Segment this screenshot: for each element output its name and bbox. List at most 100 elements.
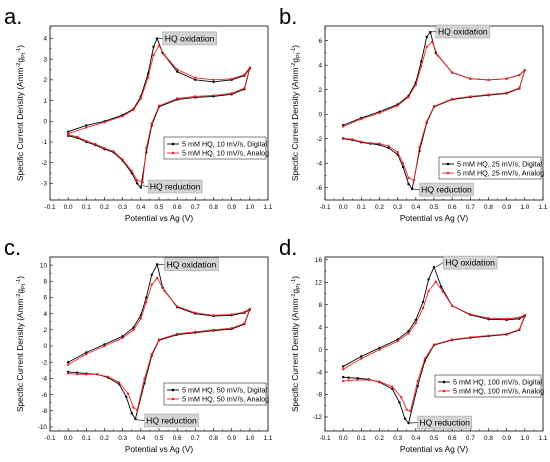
- x-tick-label: 0.6: [173, 435, 182, 442]
- legend-swatch-marker: [171, 397, 175, 401]
- x-tick-label: 0.6: [448, 435, 457, 442]
- series-point: [351, 138, 354, 141]
- series-point: [175, 305, 179, 308]
- series-line: [343, 31, 526, 190]
- series-point: [136, 408, 139, 412]
- series-point: [407, 421, 410, 425]
- series-point: [425, 45, 428, 49]
- series-point: [518, 328, 521, 331]
- x-tick-label: 1.1: [264, 204, 273, 211]
- series-point: [85, 352, 88, 356]
- y-tick-label: 16: [315, 257, 323, 264]
- x-tick-label: 0.6: [448, 204, 457, 211]
- legend-entry: 5 mM HQ, 10 mV/s, Analog: [182, 148, 269, 157]
- series-point: [230, 313, 233, 316]
- series-point: [112, 150, 115, 153]
- annotation-text: HQ reduction: [150, 182, 201, 192]
- series-point: [409, 410, 412, 413]
- x-tick-label: 0.8: [209, 204, 218, 211]
- series-point: [427, 290, 430, 293]
- y-tick-label: -2: [316, 136, 322, 143]
- x-tick-label: 0.6: [173, 204, 182, 211]
- chart-svg: c. -0.1 0.0 0.1 0.2 0.3 0.4 0.5 0.6 0.7 0.8 0.9 1.0 1…: [4, 235, 273, 454]
- series-point: [432, 265, 436, 269]
- series-point: [450, 338, 454, 341]
- series-line: [68, 45, 251, 183]
- series-point: [416, 379, 419, 383]
- y-axis-label: Specific Current Density (Amm-2gPt-1): [15, 276, 27, 412]
- series-point: [132, 326, 135, 329]
- series-point: [396, 339, 399, 343]
- series-line: [68, 37, 251, 189]
- series-point: [487, 316, 490, 320]
- x-tick-label: 1.0: [245, 204, 254, 211]
- y-tick-label: 1: [43, 98, 47, 105]
- x-tick-label: 0.0: [339, 435, 348, 442]
- series-point: [414, 83, 418, 87]
- annotation-box: [435, 24, 491, 39]
- series-point: [416, 384, 419, 388]
- series-point: [152, 53, 155, 57]
- series-point: [145, 301, 148, 304]
- series-point: [66, 361, 70, 364]
- series-point: [391, 387, 394, 391]
- series-point: [121, 158, 124, 161]
- series-point: [130, 169, 133, 173]
- y-tick-label: 6: [43, 295, 47, 302]
- series-point: [85, 124, 88, 127]
- y-tick-label: -2: [41, 160, 47, 167]
- series-point: [367, 378, 370, 382]
- y-tick-label: -10: [38, 424, 48, 431]
- series-point: [145, 296, 148, 299]
- series-point: [150, 122, 153, 125]
- series-point: [432, 343, 436, 346]
- series-point: [356, 378, 359, 382]
- series-point: [347, 379, 350, 382]
- legend-entry: 5 mM HQ, 50 mV/s, Digital: [182, 385, 267, 394]
- series-point: [66, 133, 70, 136]
- series-point: [243, 322, 246, 325]
- series-point: [132, 406, 135, 409]
- series-point: [341, 368, 345, 371]
- series-point: [145, 147, 148, 150]
- y-tick-label: 0: [43, 118, 47, 125]
- series-point: [175, 97, 179, 100]
- series-point: [450, 304, 454, 308]
- annotation-text: HQ reduction: [419, 418, 470, 428]
- series-point: [360, 355, 363, 358]
- series-point: [132, 108, 135, 112]
- x-tick-label: 0.1: [357, 435, 366, 442]
- x-tick-label: 0.2: [375, 204, 384, 211]
- series-point: [387, 144, 390, 148]
- series-point: [432, 105, 436, 108]
- series-point: [76, 135, 79, 139]
- series-point: [400, 396, 403, 399]
- x-tick-label: 0.9: [502, 204, 511, 211]
- series-point: [157, 44, 161, 47]
- series-point: [139, 186, 143, 189]
- series-point: [421, 300, 425, 304]
- series-point: [407, 182, 410, 186]
- y-tick-label: 0: [318, 347, 322, 354]
- x-tick-label: 0.1: [357, 204, 366, 211]
- y-axis-label: Specific Current Density (Amm-2gPt-1): [15, 45, 27, 181]
- x-tick-label: -0.1: [319, 435, 330, 442]
- series-point: [341, 365, 345, 368]
- panel-label: d.: [279, 235, 297, 260]
- x-tick-label: 0.4: [136, 204, 145, 211]
- series-point: [505, 77, 508, 80]
- series-point: [230, 92, 233, 95]
- series-point: [243, 86, 246, 90]
- series-point: [212, 328, 215, 332]
- chart-panel-c: c. -0.1 0.0 0.1 0.2 0.3 0.4 0.5 0.6 0.7 0.8 0.9 1.0 1…: [0, 231, 275, 462]
- series-point: [518, 86, 521, 90]
- series-point: [378, 142, 381, 145]
- series-point: [450, 97, 454, 101]
- legend-box: [163, 382, 267, 406]
- series-point: [469, 95, 472, 98]
- series-point: [341, 375, 345, 379]
- series-point: [425, 35, 428, 39]
- series-point: [136, 182, 139, 185]
- series-point: [150, 273, 153, 277]
- series-point: [378, 111, 381, 115]
